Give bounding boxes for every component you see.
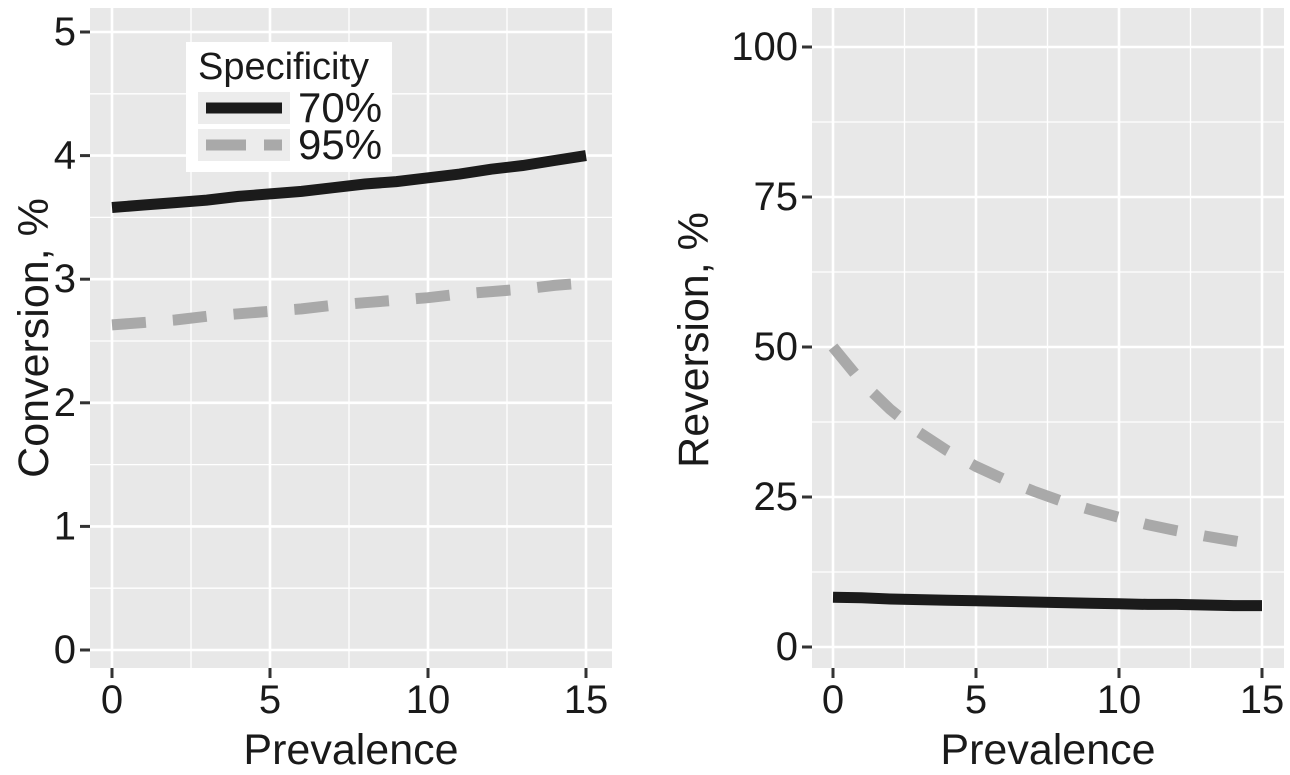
legend-row-95: 95% [198, 121, 383, 169]
y-tick-label: 0 [54, 628, 76, 672]
x-axis-title: Prevalence [243, 726, 458, 774]
x-tick-label: 5 [259, 678, 281, 722]
x-tick-label: 15 [1240, 678, 1285, 722]
x-tick-label: 10 [406, 678, 451, 722]
x-tick-label: 0 [101, 678, 123, 722]
y-tick-label: 3 [54, 257, 76, 301]
series-line-95 [828, 343, 1263, 552]
y-tick-label: 2 [54, 381, 76, 425]
legend-title: Specificity [198, 46, 370, 88]
x-tick-label: 15 [564, 678, 609, 722]
x-tick-label: 0 [822, 678, 844, 722]
y-tick-label: 50 [754, 325, 799, 369]
y-tick-label: 1 [54, 504, 76, 548]
x-tick-label: 10 [1097, 678, 1142, 722]
legend-key-solid-line-icon [198, 92, 290, 125]
y-tick-label: 0 [776, 625, 798, 669]
y-tick-label: 100 [731, 25, 798, 69]
x-axis-title: Prevalence [940, 726, 1155, 774]
series-line-95 [111, 277, 587, 331]
series-line-70 [832, 591, 1262, 612]
legend-key-dashed-line-icon [198, 129, 290, 162]
y-axis-title: Conversion, % [10, 198, 58, 478]
series-line-70 [111, 150, 587, 213]
y-tick-label: 75 [754, 175, 799, 219]
y-tick-label: 25 [754, 475, 799, 519]
legend-label-95: 95% [298, 121, 383, 169]
legend-box: Specificity 70% 95% [186, 42, 393, 172]
y-tick-label: 4 [54, 134, 76, 178]
x-tick-label: 5 [965, 678, 987, 722]
legend-label-70: 70% [298, 84, 383, 132]
right-panel: 0 5 10 15 0 25 50 75 100 Prevalence Reversion, % [670, 8, 1284, 774]
legend-row-70: 70% [198, 84, 383, 132]
y-axis-title: Reversion, % [670, 212, 718, 468]
y-tick-label: 5 [54, 10, 76, 54]
